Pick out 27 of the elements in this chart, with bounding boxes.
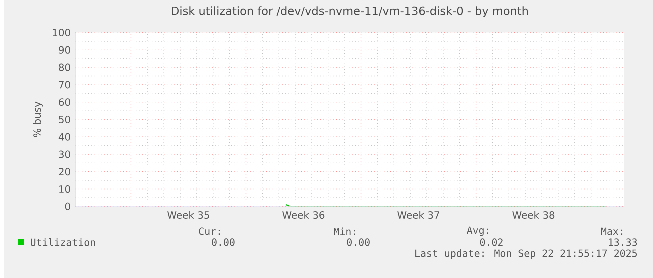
y-tick-label: 90 (59, 46, 70, 54)
y-tick-label: 100 (53, 28, 70, 36)
text: 0.00 (212, 238, 235, 246)
y-tick-label: 10 (60, 185, 70, 193)
y-tick-label: 0 (65, 202, 70, 210)
y-tick-label: 60 (59, 98, 70, 106)
y-tick-label: 50 (59, 116, 70, 124)
y-tick-label: 40 (58, 133, 70, 141)
y-axis-title: % busy (33, 102, 44, 138)
text: 0.02 (480, 238, 503, 246)
x-tick-label: Week 36 (282, 211, 325, 219)
x-tick-label: Week 38 (512, 211, 555, 219)
x-tick-label: Week 35 (168, 211, 210, 219)
chart-title: Disk utilization for /dev/vds-nvme-11/vm-136-disk-0 - by month (172, 6, 528, 18)
text: 0.00 (347, 238, 370, 246)
y-tick-label: 20 (59, 168, 70, 176)
text: Min: (334, 228, 356, 236)
x-tick-label: Week 37 (398, 211, 440, 219)
text: Last update: Mon Sep 22 21:55:17 2025 (416, 249, 638, 260)
y-tick-label: 80 (59, 64, 70, 72)
text: 13.33 (609, 238, 638, 246)
text: Cur: (199, 228, 220, 236)
text: Avg: (467, 226, 488, 236)
y-tick-label: 70 (59, 81, 70, 89)
y-tick-label: 30 (59, 150, 70, 158)
text: Max: (601, 228, 623, 236)
legend-label: Utilization (31, 238, 96, 246)
